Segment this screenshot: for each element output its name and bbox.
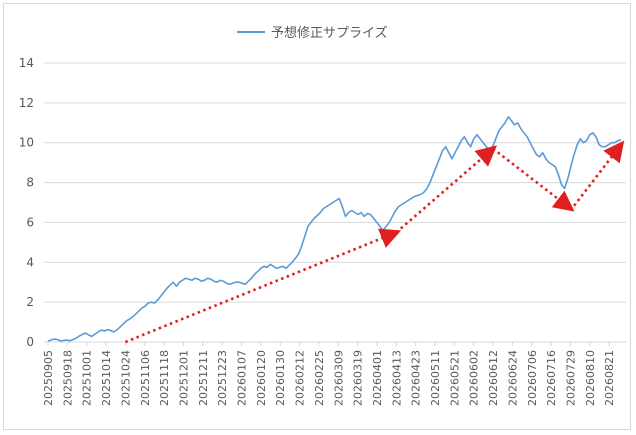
- x-tick-label: 20260423: [410, 350, 423, 406]
- trend-arrow: [569, 140, 625, 212]
- x-tick-label: 20260120: [255, 350, 268, 406]
- x-tick-label: 20260821: [603, 350, 616, 406]
- x-tick-label: 20250918: [61, 350, 74, 406]
- x-tick-label: 20260413: [390, 350, 403, 406]
- x-tick-label: 20260624: [506, 350, 519, 406]
- x-tick-label: 20251211: [197, 350, 210, 406]
- x-tick-label: 20250905: [42, 350, 55, 406]
- x-tick-label: 20251223: [216, 350, 229, 406]
- x-tick-label: 20260319: [352, 350, 365, 406]
- x-tick-label: 20260716: [545, 350, 558, 406]
- y-tick-label: 8: [26, 176, 34, 190]
- trend-arrow: [124, 228, 402, 344]
- x-tick-label: 20260309: [332, 350, 345, 406]
- x-tick-label: 20260521: [448, 350, 461, 406]
- x-tick-label: 20260602: [468, 350, 481, 406]
- x-tick-label: 20251118: [158, 350, 171, 406]
- x-tick-label: 20260225: [313, 350, 326, 406]
- x-tick-label: 20260729: [564, 350, 577, 406]
- x-tick-label: 20251024: [119, 350, 132, 406]
- x-tick-label: 20251001: [81, 350, 94, 406]
- x-tick-label: 20251106: [139, 350, 152, 406]
- x-tick-label: 20260212: [294, 350, 307, 406]
- y-tick-label: 12: [19, 96, 34, 110]
- x-tick-label: 20260612: [487, 350, 500, 406]
- y-tick-label: 4: [26, 255, 34, 269]
- y-tick-label: 14: [19, 56, 34, 70]
- y-tick-label: 0: [26, 335, 34, 349]
- y-tick-label: 2: [26, 295, 34, 309]
- x-tick-label: 20251014: [100, 350, 113, 406]
- y-tick-label: 6: [26, 215, 34, 229]
- x-tick-label: 20260107: [236, 350, 249, 406]
- y-tick-label: 10: [19, 136, 34, 150]
- series-line: [47, 116, 622, 342]
- legend-label: 予想修正サプライズ: [271, 25, 388, 41]
- line-chart: 0 2 4 6 8 10 12 14 20250905 20250918 20251001 20251…: [19, 25, 626, 406]
- x-tick-label: 20260401: [371, 350, 384, 406]
- x-tick-label: 20260706: [526, 350, 539, 406]
- chart-frame: 0 2 4 6 8 10 12 14 20250905 20250918 20251001 20251…: [3, 3, 631, 430]
- trend-arrow: [492, 147, 575, 212]
- x-tick-label: 20251201: [177, 350, 190, 406]
- x-tick-label: 20260810: [584, 350, 597, 406]
- trend-arrow: [395, 145, 497, 234]
- x-tick-label: 20260130: [274, 350, 287, 406]
- x-tick-label: 20260511: [429, 350, 442, 406]
